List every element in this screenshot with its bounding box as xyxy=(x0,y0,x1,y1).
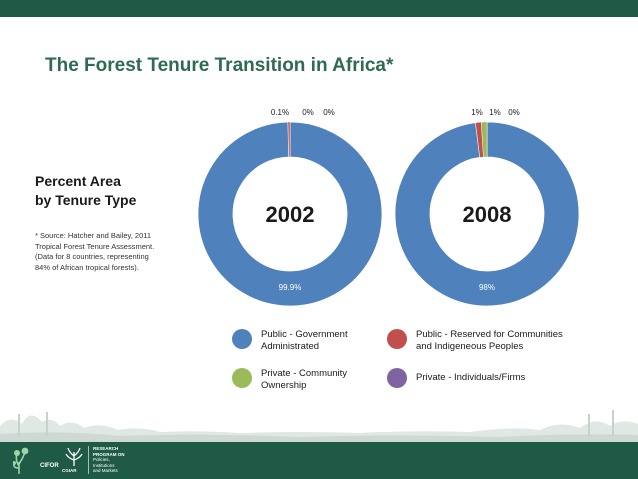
cgiar-logo xyxy=(65,447,83,466)
data-label: 0% xyxy=(323,108,335,117)
legend-swatch xyxy=(232,329,252,349)
subtitle-line: by Tenure Type xyxy=(35,192,137,208)
cifor-logo-text: CIFOR xyxy=(40,463,59,469)
top-banner xyxy=(0,0,638,17)
legend-label-line: Public - Government xyxy=(261,329,348,340)
program-line: RESEARCH xyxy=(93,446,119,451)
doughnut-chart-2002: 2002 99.9% 0.1% 0% 0% xyxy=(197,108,383,307)
slice xyxy=(394,121,580,307)
data-label: 1% xyxy=(471,108,483,117)
data-label: 99.9% xyxy=(279,283,302,292)
legend-item-public-reserved: Public - Reserved for Communities and In… xyxy=(387,329,596,353)
chart-center-label: 2002 xyxy=(266,202,315,227)
program-logo-text: RESEARCH PROGRAM ON Policies, Institutio… xyxy=(93,446,125,474)
legend-label-line: Ownership xyxy=(261,380,307,391)
legend-label-line: Private - Community xyxy=(261,368,348,379)
cgiar-logo-text: CGIAR xyxy=(62,468,77,473)
page-title: The Forest Tenure Transition in Africa* xyxy=(45,55,394,76)
legend-label: Public - Government Administrated xyxy=(261,329,401,353)
cifor-logo xyxy=(13,447,29,474)
legend-item-private-individuals: Private - Individuals/Firms xyxy=(387,368,596,388)
program-line: and Markets xyxy=(93,468,118,474)
doughnut-chart-2008: 2008 98% 1% 1% 0% xyxy=(394,108,580,307)
slice xyxy=(197,121,383,307)
data-label: 0.1% xyxy=(271,108,289,117)
slice xyxy=(481,121,488,158)
legend-label: Private - Community Ownership xyxy=(261,368,401,392)
program-line: Policies, xyxy=(93,457,110,463)
footer-bar xyxy=(0,442,638,479)
source-note-line: Tropical Forest Tenure Assessment. xyxy=(35,241,155,251)
source-note-line: 84% of African tropical forests). xyxy=(35,262,139,272)
source-note: * Source: Hatcher and Bailey, 2011 Tropi… xyxy=(35,231,154,273)
source-note-line: * Source: Hatcher and Bailey, 2011 xyxy=(35,231,152,240)
legend-label-line: Private - Individuals/Firms xyxy=(416,372,526,383)
legend-label: Private - Individuals/Firms xyxy=(416,372,596,384)
data-label: 0% xyxy=(302,108,314,117)
data-label: 98% xyxy=(479,283,495,292)
legend-swatch xyxy=(387,368,407,388)
legend-label-line: Public - Reserved for Communities xyxy=(416,329,563,340)
legend-label: Public - Reserved for Communities and In… xyxy=(416,329,596,353)
subtitle-line: Percent Area xyxy=(35,173,121,189)
data-label: 1% xyxy=(489,108,501,117)
chart-center-label: 2008 xyxy=(463,202,512,227)
source-note-line: (Data for 8 countries, representing xyxy=(35,252,149,261)
legend-item-public-government: Public - Government Administrated xyxy=(232,329,401,353)
legend-label-line: and Indigeneous Peoples xyxy=(416,341,524,352)
legend-swatch xyxy=(232,368,252,388)
legend-label-line: Administrated xyxy=(261,341,320,352)
slice xyxy=(287,121,291,158)
chart-subtitle: Percent Area by Tenure Type xyxy=(35,172,136,210)
program-line: Institutions xyxy=(93,462,115,468)
program-line: PROGRAM ON xyxy=(93,451,125,457)
legend-item-private-community: Private - Community Ownership xyxy=(232,368,401,392)
forest-silhouette-decoration xyxy=(0,410,638,442)
data-label: 0% xyxy=(508,108,520,117)
legend-swatch xyxy=(387,329,407,349)
footer-divider xyxy=(88,446,89,474)
